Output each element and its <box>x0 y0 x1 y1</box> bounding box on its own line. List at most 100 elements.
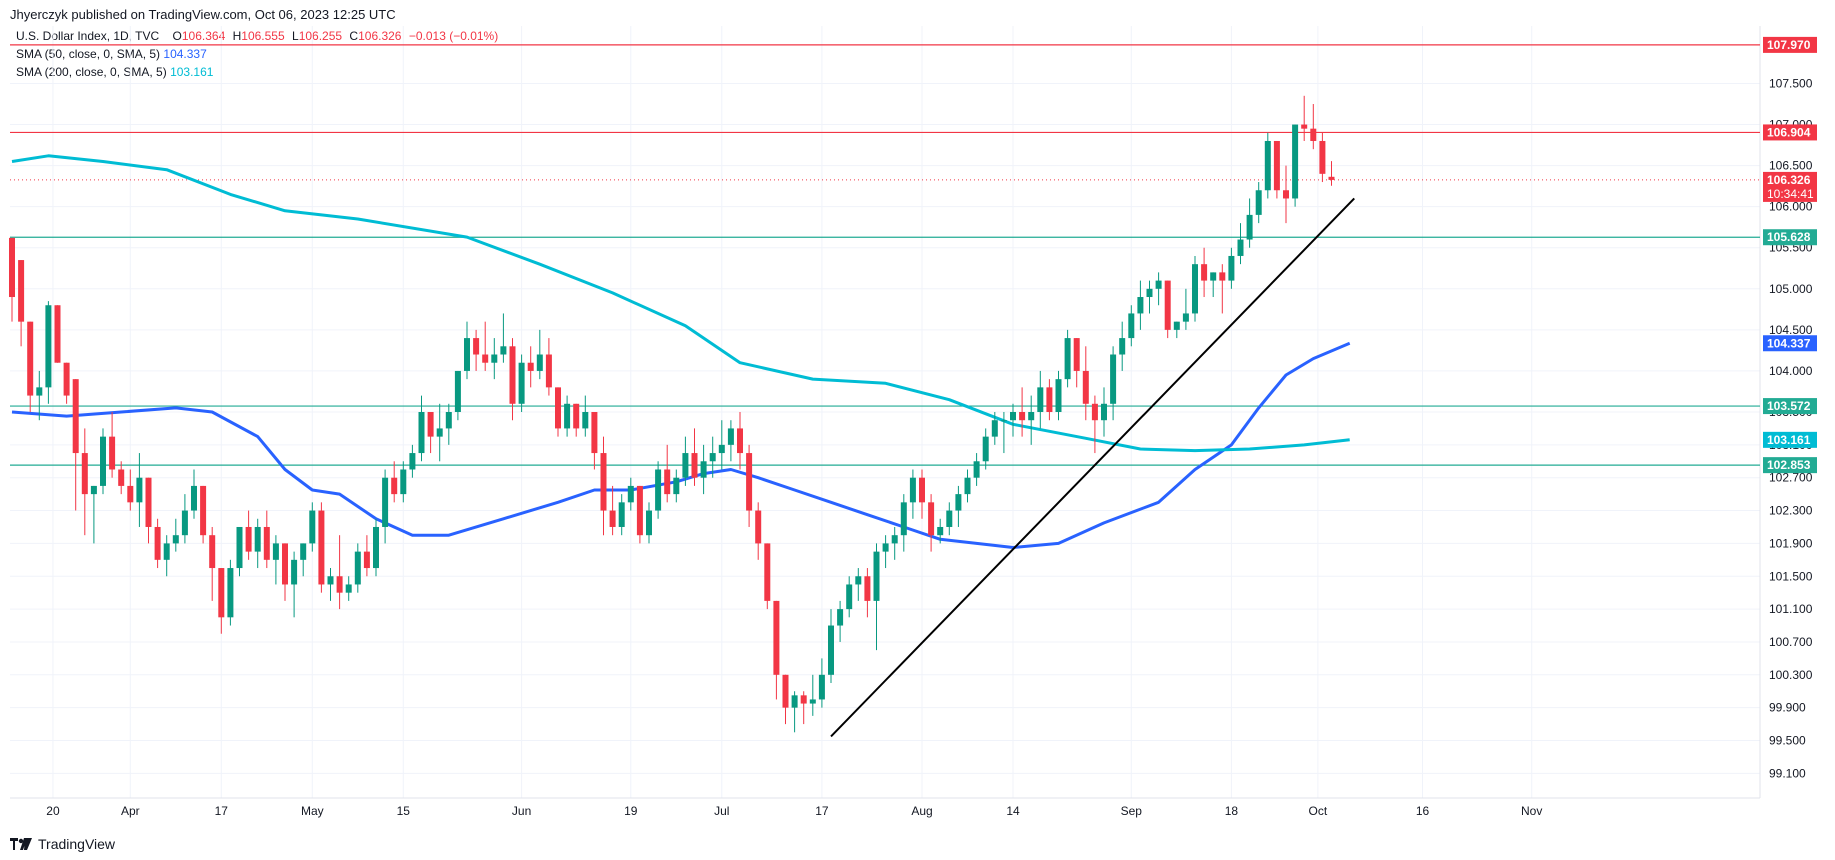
candle[interactable] <box>1246 198 1253 248</box>
candle[interactable] <box>200 485 207 544</box>
candle[interactable] <box>327 568 334 601</box>
sma200-line[interactable] <box>11 154 1350 453</box>
candle[interactable] <box>782 674 789 725</box>
candle[interactable] <box>864 568 871 618</box>
sma50-line[interactable] <box>11 341 1351 549</box>
candle[interactable] <box>1019 387 1026 437</box>
candle[interactable] <box>928 494 935 552</box>
candle[interactable] <box>909 469 916 519</box>
candle[interactable] <box>436 403 443 462</box>
candle[interactable] <box>1328 161 1335 186</box>
candle[interactable] <box>218 568 225 634</box>
candle[interactable] <box>90 485 97 544</box>
symbol-legend[interactable]: U.S. Dollar Index, 1D, TVC O106.364 H106… <box>16 29 498 43</box>
candle[interactable] <box>900 494 907 552</box>
candle[interactable] <box>227 559 234 626</box>
candle[interactable] <box>1201 247 1208 298</box>
candle[interactable] <box>1046 379 1053 421</box>
candle[interactable] <box>54 305 61 363</box>
candle[interactable] <box>527 346 534 388</box>
candle[interactable] <box>282 543 288 601</box>
candle[interactable] <box>318 502 325 593</box>
candle[interactable] <box>1228 247 1235 289</box>
candle[interactable] <box>409 444 416 478</box>
candle[interactable] <box>946 502 953 536</box>
candle[interactable] <box>1237 223 1244 265</box>
candle[interactable] <box>582 395 589 437</box>
candle[interactable] <box>354 543 361 593</box>
candle[interactable] <box>873 543 880 651</box>
candle[interactable] <box>336 535 343 610</box>
candle[interactable] <box>1082 346 1089 421</box>
candle[interactable] <box>1055 370 1062 421</box>
candle[interactable] <box>1137 280 1144 330</box>
candle[interactable] <box>1073 338 1080 388</box>
candle[interactable] <box>427 412 434 454</box>
candle[interactable] <box>1128 305 1135 347</box>
candle[interactable] <box>363 535 370 577</box>
candle[interactable] <box>172 518 179 552</box>
trendline[interactable] <box>830 197 1355 738</box>
candle[interactable] <box>100 428 106 495</box>
candle[interactable] <box>746 444 753 527</box>
candle[interactable] <box>591 412 598 470</box>
candle[interactable] <box>72 379 79 511</box>
candle[interactable] <box>1164 280 1171 339</box>
candle[interactable] <box>691 428 698 486</box>
candle[interactable] <box>454 370 461 421</box>
candle[interactable] <box>837 600 844 642</box>
candle[interactable] <box>300 543 307 577</box>
candle[interactable] <box>545 338 552 396</box>
candle[interactable] <box>209 526 216 601</box>
candle[interactable] <box>500 313 507 363</box>
candle[interactable] <box>737 412 743 470</box>
candle[interactable] <box>473 329 480 371</box>
candle[interactable] <box>1310 104 1317 150</box>
candle[interactable] <box>63 362 70 404</box>
candle[interactable] <box>482 321 489 371</box>
candle[interactable] <box>1182 288 1189 330</box>
candle[interactable] <box>382 469 389 544</box>
candle[interactable] <box>1155 272 1162 306</box>
candle[interactable] <box>400 461 407 503</box>
candle[interactable] <box>181 494 188 544</box>
candle[interactable] <box>937 518 944 544</box>
tradingview-logo[interactable]: TradingView <box>10 836 115 852</box>
candle[interactable] <box>291 551 298 618</box>
candle[interactable] <box>81 428 88 536</box>
candle[interactable] <box>272 535 279 585</box>
candle[interactable] <box>1119 321 1126 371</box>
candle[interactable] <box>1146 280 1153 314</box>
candle[interactable] <box>1064 329 1071 388</box>
candle[interactable] <box>1192 255 1198 322</box>
candle[interactable] <box>818 658 825 708</box>
candle[interactable] <box>964 469 971 503</box>
candle[interactable] <box>154 518 161 569</box>
candle[interactable] <box>828 609 834 684</box>
candle[interactable] <box>700 444 707 495</box>
candle[interactable] <box>682 436 689 486</box>
candle[interactable] <box>882 535 889 569</box>
candle[interactable] <box>464 321 470 380</box>
candle[interactable] <box>536 329 543 380</box>
candle[interactable] <box>809 674 816 716</box>
candle[interactable] <box>18 260 25 347</box>
candle[interactable] <box>27 321 34 412</box>
candle[interactable] <box>727 420 734 462</box>
candle[interactable] <box>245 510 252 560</box>
candle[interactable] <box>627 477 634 511</box>
candle[interactable] <box>1173 321 1180 339</box>
candle[interactable] <box>891 526 898 560</box>
candle[interactable] <box>846 576 853 618</box>
candle[interactable] <box>445 403 452 445</box>
sma200-legend[interactable]: SMA (200, close, 0, SMA, 5) 103.161 <box>16 65 213 79</box>
candle[interactable] <box>1037 370 1044 429</box>
candle[interactable] <box>145 477 152 544</box>
candle[interactable] <box>118 461 125 495</box>
candle[interactable] <box>609 485 616 536</box>
candle[interactable] <box>1264 132 1271 199</box>
candle[interactable] <box>982 428 989 470</box>
candle[interactable] <box>36 370 43 421</box>
candle[interactable] <box>518 354 525 412</box>
